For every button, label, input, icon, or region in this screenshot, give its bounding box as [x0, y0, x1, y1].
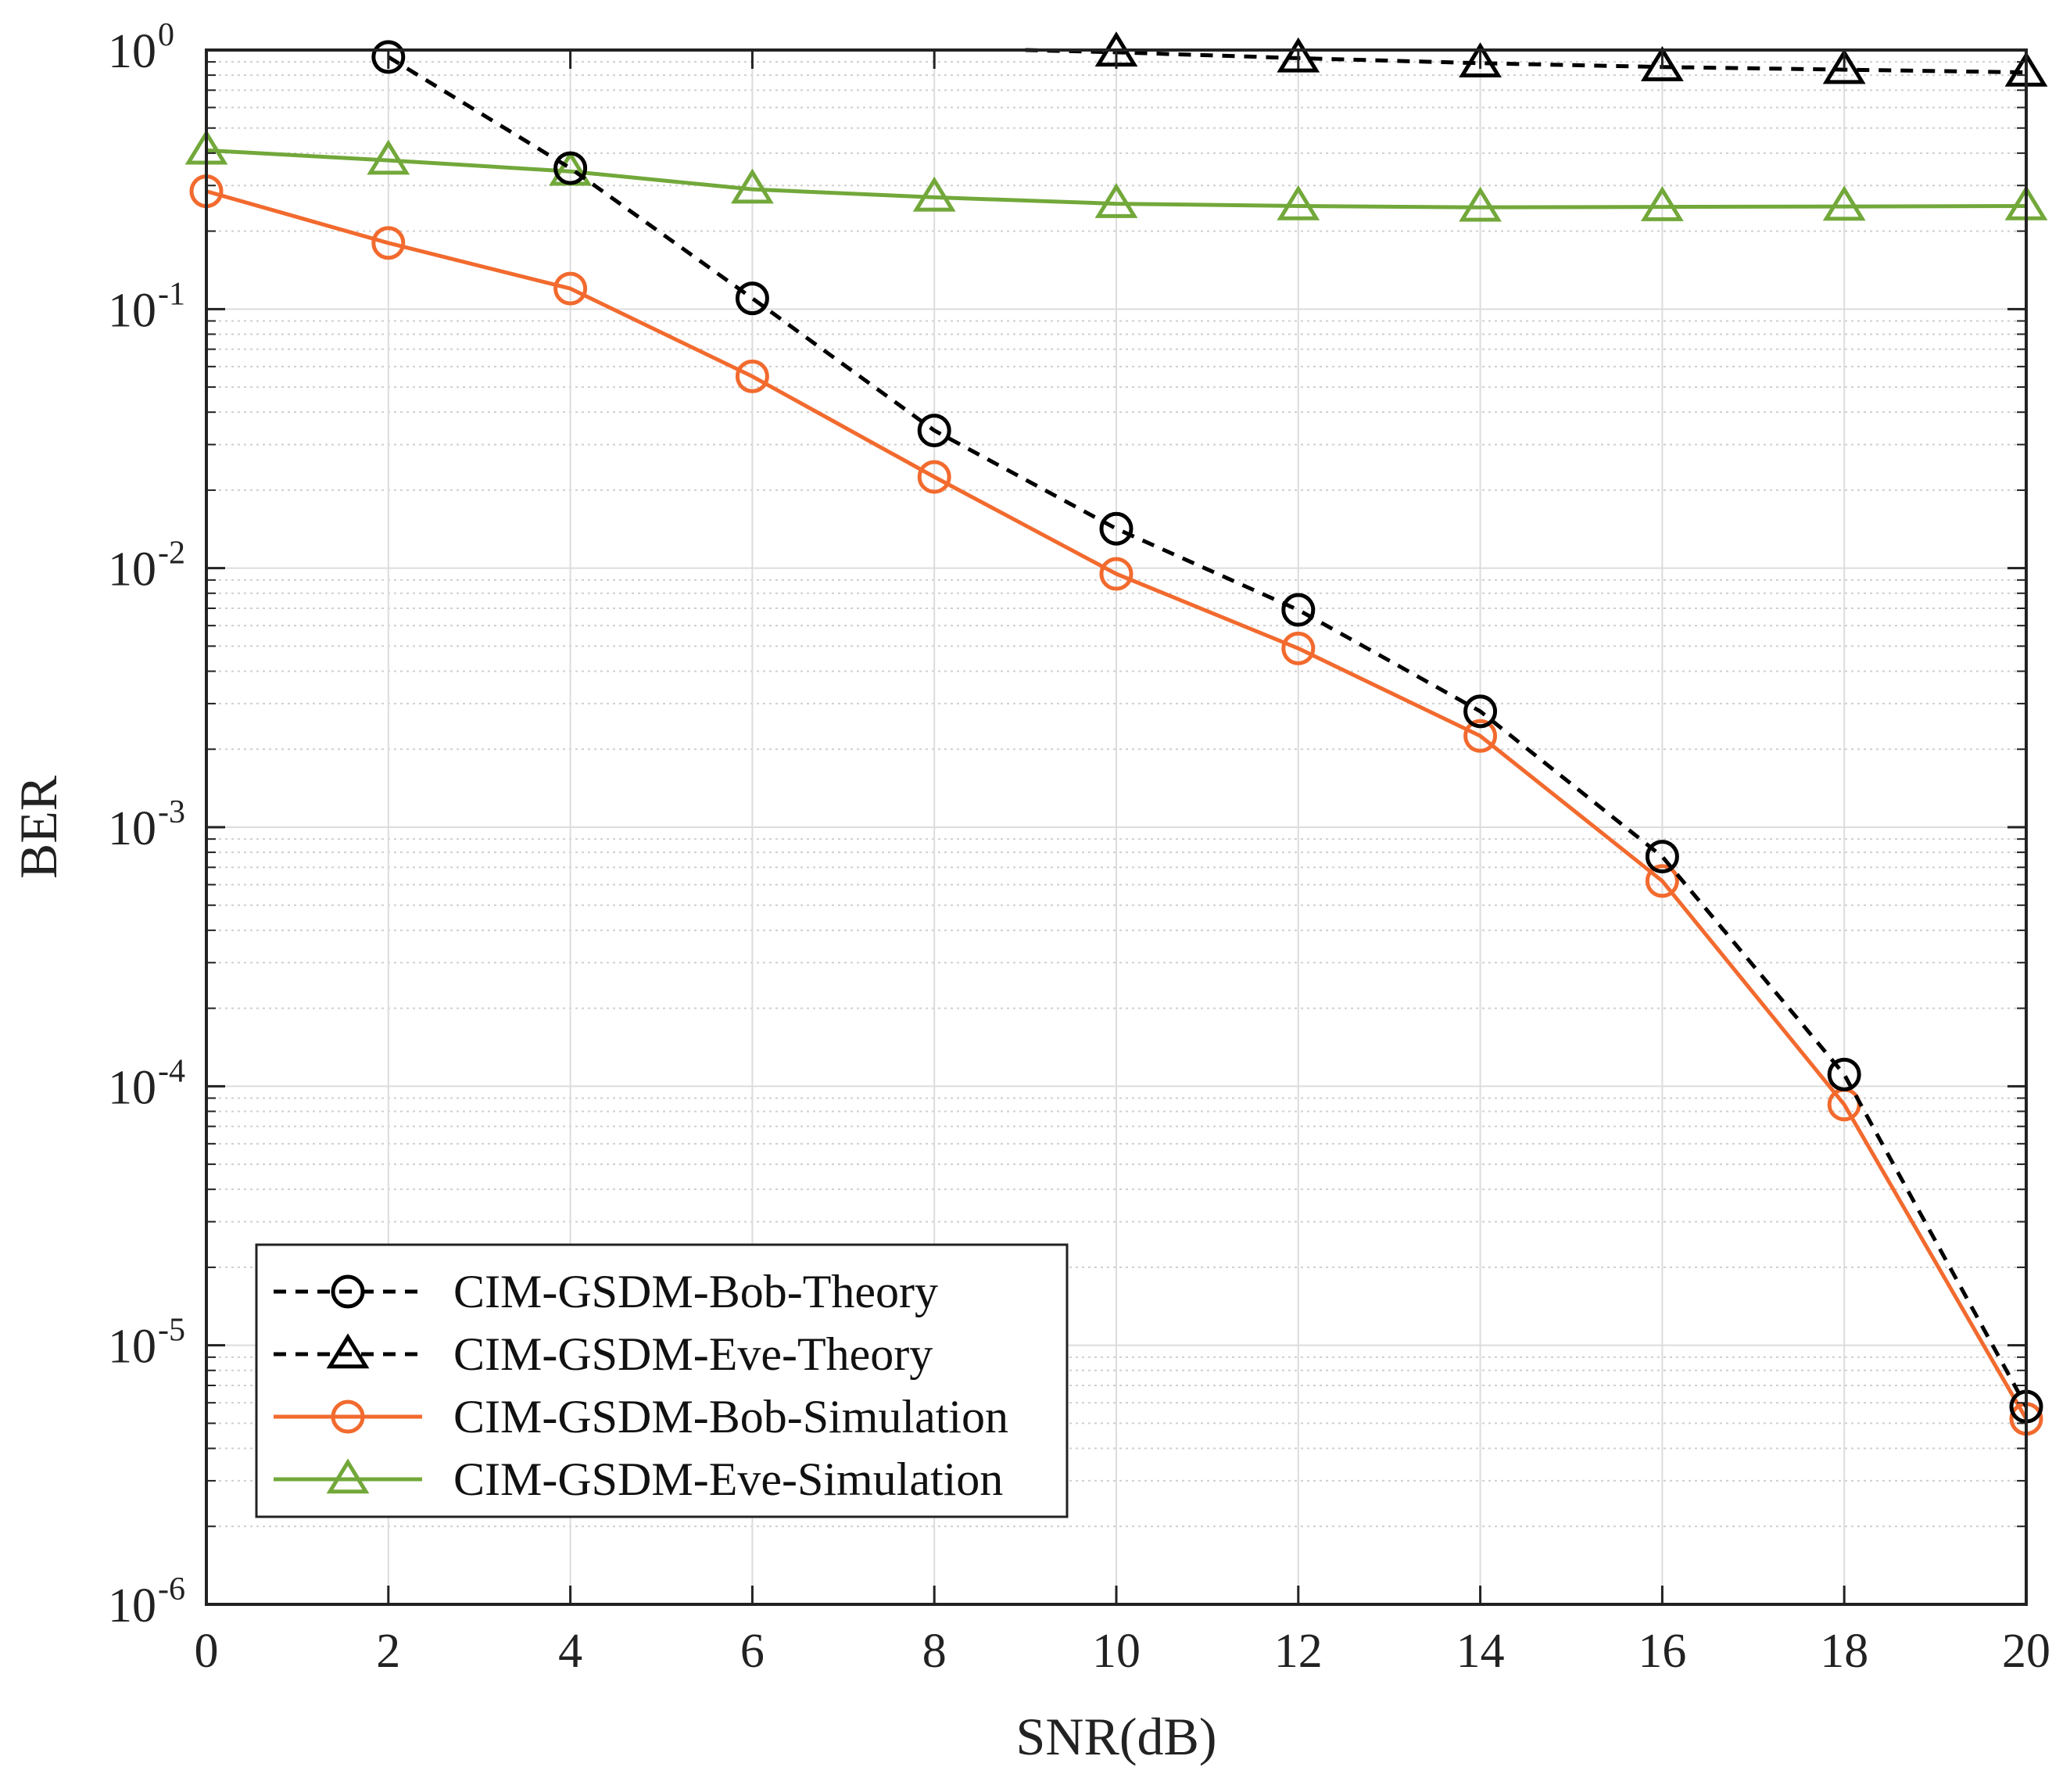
- triangle-marker: [1277, 37, 1320, 73]
- series-cim-gsdm-bob-simulation: [189, 174, 2043, 1436]
- y-tick-label: 10 -6: [108, 1572, 185, 1633]
- circle-marker: [331, 1400, 365, 1434]
- y-tick-base: 10: [108, 1321, 156, 1374]
- series-cim-gsdm-bob-theory: [371, 40, 2043, 1424]
- legend-entry: CIM-GSDM-Bob-Theory: [274, 1266, 938, 1317]
- x-tick-label: 4: [558, 1625, 582, 1678]
- x-tick-label: 8: [922, 1625, 947, 1678]
- triangle-marker: [1094, 182, 1138, 218]
- y-tick-exponent: -1: [158, 276, 185, 312]
- circle-marker: [1281, 593, 1316, 627]
- triangle-marker: [367, 139, 410, 175]
- y-tick-exponent: -3: [158, 794, 185, 830]
- circle-marker: [371, 40, 406, 74]
- triangle-marker: [912, 176, 956, 212]
- triangle-marker: [1822, 185, 1866, 221]
- circle-marker: [735, 359, 769, 393]
- y-tick-exponent: -4: [158, 1053, 185, 1089]
- circle-marker: [917, 460, 951, 494]
- series-cim-gsdm-eve-simulation: [184, 129, 2048, 222]
- circle-marker: [371, 226, 406, 260]
- legend: CIM-GSDM-Bob-Theory CIM-GSDM-Eve-Theory CI…: [255, 1243, 1069, 1518]
- x-tick-label: 0: [195, 1625, 219, 1678]
- series-line: [206, 189, 2029, 1421]
- triangle-marker: [1641, 46, 1684, 81]
- legend-entry: CIM-GSDM-Bob-Simulation: [274, 1391, 1008, 1443]
- triangle-marker: [731, 168, 774, 204]
- y-tick-base: 10: [108, 1579, 156, 1633]
- y-tick-exponent: 0: [158, 17, 174, 53]
- y-tick-exponent: -5: [158, 1313, 185, 1349]
- legend-entry: CIM-GSDM-Eve-Theory: [274, 1328, 933, 1380]
- y-tick-label: 10 -1: [108, 276, 185, 337]
- legend-label: CIM-GSDM-Eve-Simulation: [453, 1453, 1003, 1505]
- triangle-marker: [326, 1458, 370, 1494]
- series-line: [206, 148, 2027, 210]
- x-axis-label: SNR(dB): [1016, 1707, 1217, 1766]
- legend-entry: CIM-GSDM-Eve-Simulation: [274, 1453, 1003, 1505]
- circle-marker: [1645, 840, 1679, 874]
- x-tick-label: 16: [1638, 1625, 1686, 1678]
- circle-marker: [1099, 557, 1133, 591]
- circle-marker: [331, 1274, 365, 1309]
- circle-marker: [1463, 694, 1498, 729]
- legend-label: CIM-GSDM-Bob-Theory: [453, 1266, 938, 1317]
- y-tick-base: 10: [108, 284, 156, 337]
- x-tick-label: 10: [1092, 1625, 1141, 1678]
- y-tick-label: 10 -3: [108, 794, 185, 855]
- legend-label: CIM-GSDM-Eve-Theory: [453, 1328, 933, 1380]
- x-tick-label: 12: [1274, 1625, 1323, 1678]
- y-tick-base: 10: [108, 543, 156, 597]
- circle-marker: [1281, 631, 1316, 665]
- y-axis-label: BER: [9, 775, 68, 879]
- y-tick-base: 10: [108, 25, 156, 78]
- y-tick-exponent: -2: [158, 536, 185, 572]
- y-tick-label: 10 0: [108, 17, 174, 78]
- y-tick-exponent: -6: [158, 1572, 185, 1607]
- circle-marker: [553, 271, 588, 306]
- triangle-marker: [1822, 48, 1866, 84]
- triangle-marker: [326, 1333, 370, 1369]
- circle-marker: [917, 414, 951, 448]
- circle-marker: [735, 281, 769, 316]
- triangle-marker: [1459, 42, 1502, 78]
- y-tick-label: 10 -4: [108, 1053, 185, 1114]
- legend-label: CIM-GSDM-Bob-Simulation: [453, 1391, 1008, 1443]
- series-line: [387, 55, 2029, 1408]
- y-tick-label: 10 -2: [108, 536, 185, 597]
- triangle-marker: [1459, 186, 1502, 222]
- x-tick-label: 6: [740, 1625, 765, 1678]
- circle-marker: [1099, 511, 1133, 546]
- x-tick-label: 20: [2002, 1625, 2050, 1678]
- circle-marker: [553, 151, 588, 185]
- triangle-marker: [1641, 185, 1684, 221]
- x-tick-labels: 0 2 4 6 8 10 12 14 16 18 20: [195, 1625, 2051, 1678]
- circle-marker: [1645, 864, 1679, 898]
- triangle-marker: [1277, 185, 1320, 220]
- circle-marker: [1463, 719, 1498, 753]
- x-tick-label: 18: [1820, 1625, 1868, 1678]
- y-tick-base: 10: [108, 802, 156, 855]
- circle-marker: [1827, 1057, 1861, 1091]
- ticks-layer: [205, 48, 2028, 1606]
- y-tick-label: 10 -5: [108, 1313, 185, 1374]
- y-tick-base: 10: [108, 1061, 156, 1114]
- x-tick-label: 14: [1456, 1625, 1505, 1678]
- x-tick-label: 2: [376, 1625, 400, 1678]
